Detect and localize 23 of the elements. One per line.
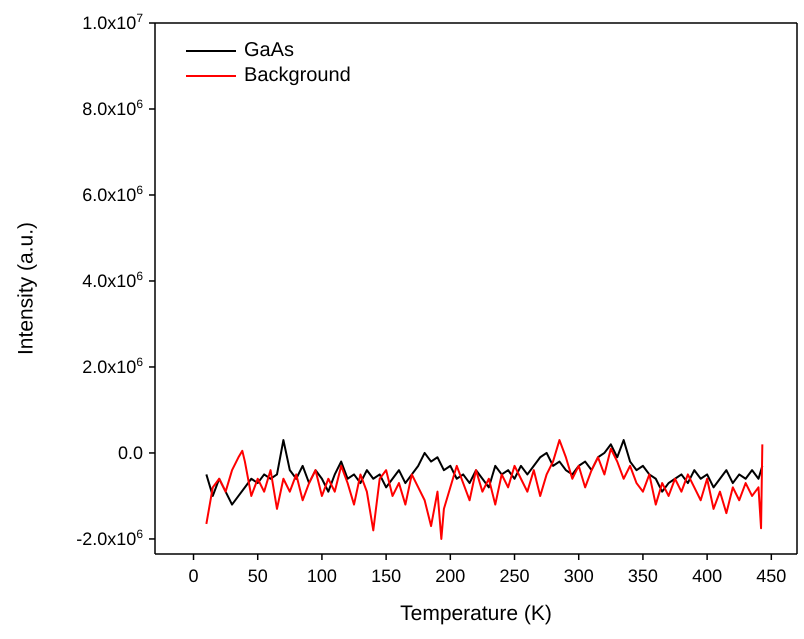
line-series (205, 439, 764, 506)
y-tick-label: -2.0x10$^{6}$ (76, 526, 144, 549)
x-tick-label: 150 (371, 566, 402, 586)
x-tick-label: 200 (435, 566, 466, 586)
y-tick-label: 8.0x10$^{6}$ (82, 96, 144, 119)
y-tick-label: 1.0x10$^{7}$ (82, 11, 144, 33)
y-tick-label: 4.0x10$^{6}$ (82, 268, 144, 291)
legend-label: GaAs (244, 38, 294, 63)
x-axis-title: Temperature (K) (400, 602, 552, 625)
y-tick-label: 2.0x10$^{6}$ (82, 354, 144, 377)
legend-label: Background (244, 63, 351, 88)
x-tick-label: 450 (756, 566, 786, 586)
x-tick-label: 100 (306, 566, 337, 586)
x-tick-label: 50 (248, 566, 268, 586)
y-axis-title: Intensity (a.u.) (14, 222, 38, 356)
y-tick-label: 0.0 (118, 442, 143, 463)
x-tick-label: 350 (628, 566, 658, 586)
x-tick-label: 300 (564, 566, 594, 586)
line-series (205, 439, 764, 540)
x-tick-label: 250 (499, 566, 530, 586)
x-tick-label: 0 (188, 566, 199, 586)
y-tick-label: 6.0x10$^{6}$ (82, 182, 144, 205)
x-tick-label: 400 (692, 566, 722, 586)
